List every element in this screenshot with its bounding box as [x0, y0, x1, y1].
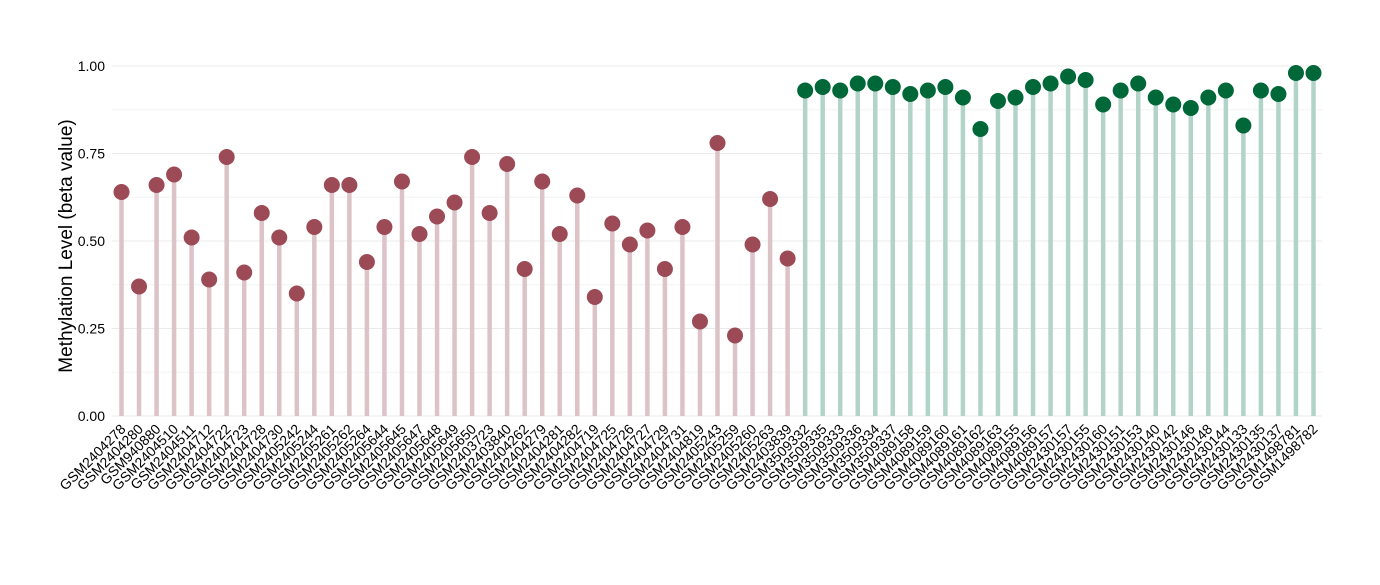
data-point — [1200, 89, 1217, 106]
data-point — [849, 75, 866, 92]
data-point — [1025, 79, 1042, 95]
data-point — [586, 289, 603, 305]
data-point — [937, 79, 954, 95]
data-point — [1252, 82, 1269, 99]
data-point — [884, 79, 901, 95]
data-point — [989, 93, 1006, 109]
data-point — [358, 254, 375, 270]
y-tick-label: 0.75 — [78, 146, 105, 162]
data-point — [762, 191, 779, 207]
data-point — [218, 149, 235, 165]
data-point — [604, 215, 621, 232]
data-point — [954, 89, 971, 106]
data-point — [832, 82, 849, 99]
data-point — [429, 208, 446, 225]
data-point — [323, 177, 340, 193]
data-point — [1147, 89, 1164, 106]
data-point — [691, 313, 708, 330]
data-point — [1077, 72, 1094, 88]
data-point — [236, 264, 253, 281]
data-point — [166, 166, 183, 183]
data-point — [341, 177, 358, 193]
data-point — [376, 219, 393, 235]
data-point — [1060, 68, 1077, 85]
data-point — [709, 135, 726, 151]
data-point — [1235, 117, 1252, 134]
data-point — [288, 285, 305, 302]
y-tick-label: 0.50 — [78, 233, 105, 249]
data-point — [814, 79, 831, 95]
data-point — [902, 86, 919, 102]
data-point — [516, 261, 533, 277]
data-point — [867, 75, 884, 92]
data-point — [674, 219, 691, 235]
points-layer — [113, 65, 1322, 344]
data-point — [621, 236, 638, 253]
data-point — [744, 236, 761, 253]
data-point — [1095, 96, 1112, 113]
data-point — [1287, 65, 1304, 81]
data-point — [446, 194, 463, 211]
data-point — [306, 219, 323, 235]
data-point — [534, 173, 551, 190]
data-point — [779, 250, 796, 267]
x-tick-labels: GSM2404278GSM2404280GSM940880GSM2404510G… — [56, 421, 1321, 494]
data-point — [1270, 86, 1287, 102]
data-point — [919, 82, 936, 99]
data-point — [727, 327, 744, 344]
y-tick-label: 0.00 — [78, 408, 105, 424]
data-point — [797, 82, 814, 99]
data-point — [551, 226, 568, 242]
data-point — [253, 205, 270, 221]
y-axis-label: Methylation Level (beta value) — [56, 119, 77, 372]
data-point — [131, 278, 148, 295]
y-tick-label: 1.00 — [78, 58, 105, 74]
data-point — [464, 149, 481, 165]
data-point — [656, 261, 673, 277]
data-point — [271, 229, 288, 246]
data-point — [499, 156, 516, 172]
data-point — [1165, 96, 1182, 113]
data-point — [1182, 100, 1199, 116]
data-point — [183, 229, 200, 246]
data-point — [569, 187, 586, 204]
stems-layer — [119, 73, 1316, 416]
data-point — [1112, 82, 1129, 99]
y-tick-label: 0.25 — [78, 321, 105, 337]
data-point — [113, 184, 130, 200]
data-point — [1130, 75, 1147, 92]
y-tick-labels: 0.00 0.25 0.50 0.75 1.00 — [78, 58, 105, 424]
data-point — [393, 173, 410, 190]
data-point — [639, 222, 656, 239]
data-point — [1305, 65, 1322, 81]
data-point — [972, 121, 989, 137]
data-point — [1007, 89, 1024, 106]
data-point — [481, 205, 498, 221]
data-point — [411, 226, 428, 242]
data-point — [201, 271, 218, 288]
data-point — [1042, 75, 1059, 92]
data-point — [148, 177, 165, 193]
data-point — [1217, 82, 1234, 99]
